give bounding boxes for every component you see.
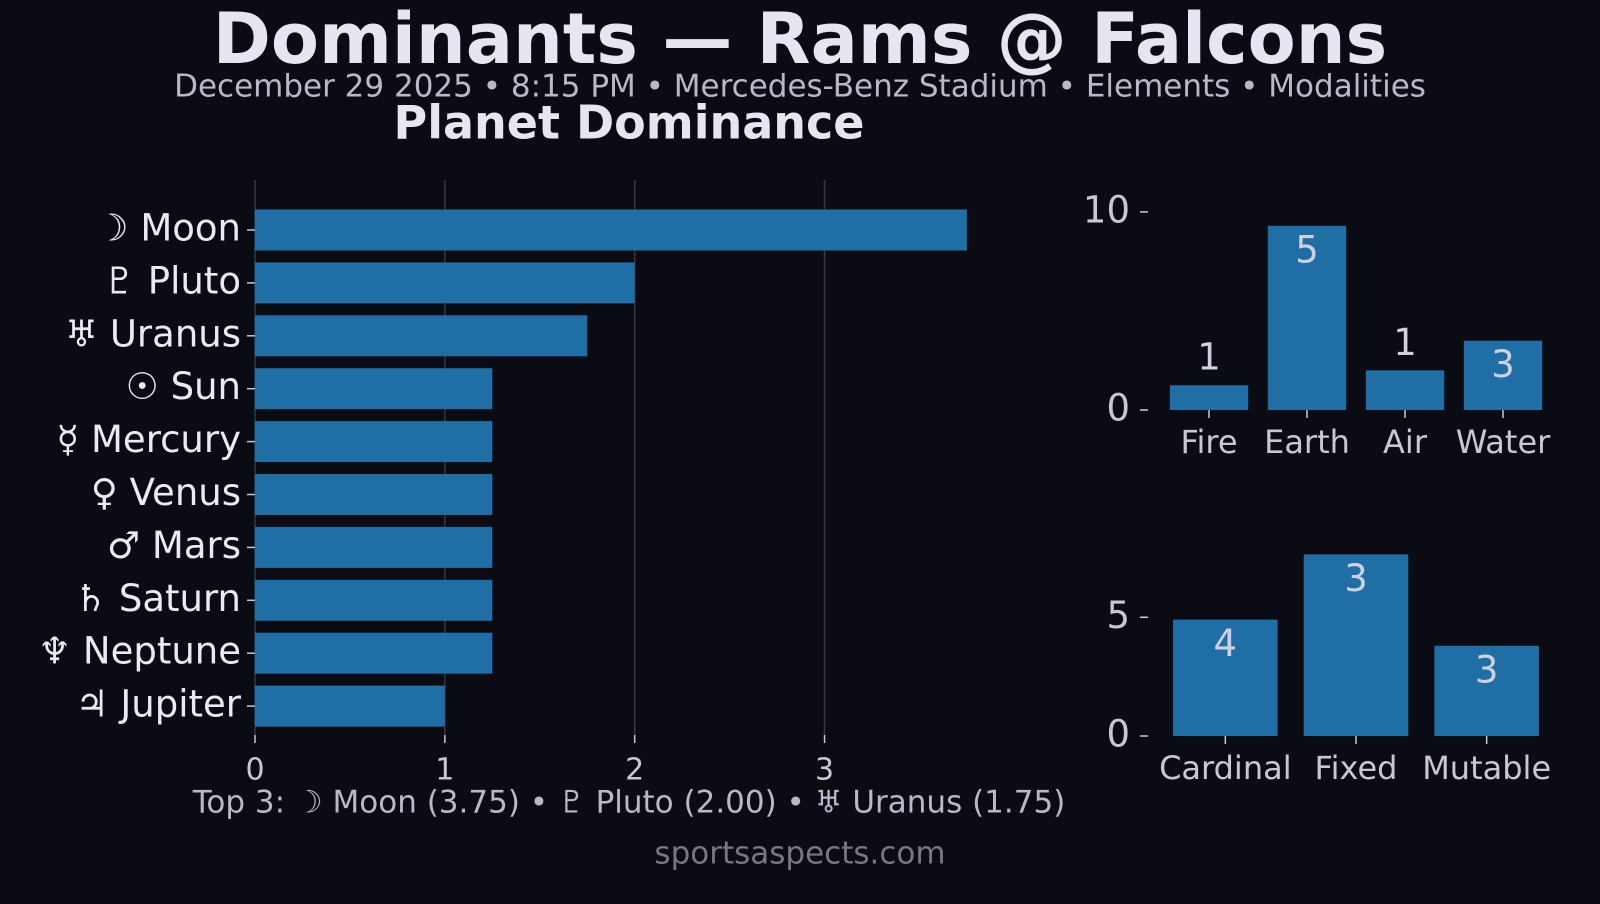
bar — [1169, 385, 1249, 410]
y-tick-label: ♅ Uranus — [65, 312, 241, 355]
x-tick-label: 2 — [625, 753, 644, 788]
y-tick-label: ☿ Mercury — [57, 418, 241, 461]
footer: sportsaspects.com — [654, 836, 945, 872]
chart-title: Planet Dominance — [394, 96, 865, 150]
data-label: 3 — [1475, 648, 1499, 691]
data-label: 1 — [1393, 321, 1417, 364]
data-label: 3 — [1491, 343, 1515, 386]
page-title: Dominants — Rams @ Falcons — [213, 0, 1387, 80]
y-tick-label: 0 — [1106, 713, 1130, 756]
bar — [255, 368, 493, 410]
bar — [1365, 370, 1445, 410]
y-tick-label: ☽ Moon — [95, 207, 241, 250]
bar — [255, 579, 493, 621]
bar — [255, 315, 588, 357]
y-tick-label: ♇ Pluto — [103, 259, 241, 302]
y-tick-label: 5 — [1106, 594, 1130, 637]
data-label: 3 — [1344, 557, 1368, 600]
bar — [1173, 619, 1278, 736]
bar — [255, 474, 493, 515]
y-tick-label: ♆ Neptune — [38, 630, 241, 673]
data-label: 5 — [1295, 228, 1319, 271]
x-tick-label: Earth — [1264, 423, 1350, 461]
bar — [255, 421, 493, 463]
y-tick-label: ♂ Mars — [107, 524, 241, 567]
x-tick-label: 1 — [435, 753, 454, 788]
bar — [1303, 554, 1409, 736]
data-label: 1 — [1197, 336, 1221, 379]
annotation: Top 3: ☽ Moon (3.75) • ♇ Pluto (2.00) • … — [192, 785, 1066, 821]
bar — [255, 262, 635, 304]
y-tick-label: ☉ Sun — [126, 365, 241, 408]
x-tick-label: Fire — [1180, 423, 1237, 461]
y-tick-label: ♀ Venus — [91, 471, 241, 514]
bar — [1434, 645, 1539, 736]
x-tick-label: 0 — [245, 753, 264, 788]
bar — [255, 526, 493, 568]
x-tick-label: Air — [1383, 423, 1428, 461]
y-tick-label: ♃ Jupiter — [75, 683, 241, 726]
y-tick-label: ♄ Saturn — [74, 577, 241, 620]
x-tick-label: Water — [1456, 423, 1551, 461]
bar — [255, 632, 493, 674]
bar — [1463, 340, 1543, 410]
bar — [255, 209, 967, 251]
y-tick-label: 0 — [1106, 387, 1130, 430]
bar — [1267, 225, 1347, 410]
subtitle: December 29 2025 • 8:15 PM • Mercedes-Be… — [174, 69, 1426, 105]
data-label: 4 — [1214, 622, 1238, 665]
x-tick-label: Mutable — [1422, 749, 1551, 787]
x-tick-label: Fixed — [1315, 749, 1398, 787]
bar — [255, 685, 445, 727]
x-tick-label: Cardinal — [1159, 749, 1292, 787]
y-tick-label: 10 — [1083, 188, 1130, 231]
x-tick-label: 3 — [815, 753, 834, 788]
